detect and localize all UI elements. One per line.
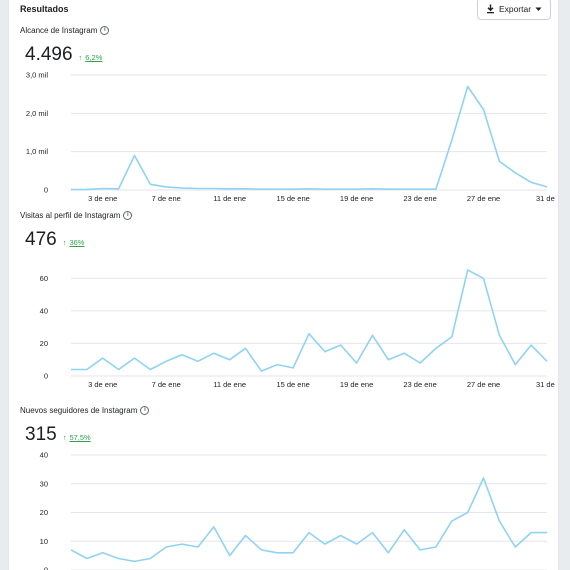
- y-tick-label: 2,0 mil: [26, 109, 48, 118]
- export-label: Exportar: [498, 4, 532, 14]
- series-line[interactable]: [70, 477, 547, 563]
- x-tick-label: 23 de ene: [403, 194, 436, 203]
- metric-title-new-followers: Nuevos seguidores de Instagram i: [20, 406, 150, 415]
- y-tick-label: 20: [40, 339, 48, 348]
- x-tick-label: 19 de ene: [340, 380, 373, 389]
- x-tick-label: 15 de ene: [276, 194, 309, 203]
- y-tick-label: 40: [40, 306, 48, 315]
- x-tick-label: 27 de ene: [467, 194, 500, 203]
- download-icon: [486, 4, 494, 14]
- metric-value: 4.496: [25, 44, 73, 65]
- delta-percent[interactable]: 57,5%: [69, 433, 91, 442]
- y-tick-label: 60: [40, 274, 48, 283]
- delta-badge: ↑ 36%: [63, 238, 85, 247]
- x-tick-label: 15 de ene: [276, 380, 309, 389]
- profile-visits-chart: 0 20 40 60 3 de ene 7 de ene 11 de ene 15 de en…: [40, 269, 555, 389]
- metric-title-profile-visits: Visitas al perfil de Instagram i: [20, 211, 133, 220]
- series-line[interactable]: [71, 269, 548, 372]
- metric-title-label: Visitas al perfil de Instagram: [20, 211, 121, 220]
- info-icon[interactable]: i: [123, 211, 133, 220]
- export-button[interactable]: Exportar: [477, 0, 551, 20]
- y-tick-label: 10: [40, 537, 48, 546]
- metric-title-reach: Alcance de Instagram i: [20, 26, 110, 35]
- delta-badge: ↑ 6,2%: [79, 53, 103, 62]
- x-tick-label: 3 de ene: [88, 380, 117, 389]
- arrow-up-icon: ↑: [62, 238, 67, 247]
- metric-value-new-followers: 315 ↑ 57,5%: [25, 424, 91, 446]
- metric-value: 476: [25, 229, 57, 250]
- delta-percent[interactable]: 36%: [69, 238, 85, 247]
- metric-value-profile-visits: 476 ↑ 36%: [25, 229, 84, 251]
- x-tick-label: 19 de ene: [340, 194, 373, 203]
- reach-chart: 0 1,0 mil 2,0 mil 3,0 mil 3 de ene 7 de ene 11…: [26, 71, 555, 204]
- info-icon[interactable]: i: [140, 406, 150, 415]
- x-tick-label: 27 de ene: [467, 380, 500, 389]
- metric-title-label: Alcance de Instagram: [20, 26, 98, 35]
- x-tick-label: 7 de ene: [152, 380, 181, 389]
- metric-value-reach: 4.496 ↑ 6,2%: [25, 44, 102, 66]
- x-tick-label: 11 de ene: [213, 194, 246, 203]
- info-icon[interactable]: i: [100, 26, 110, 35]
- y-tick-label: 0: [44, 186, 48, 195]
- x-tick-label: 23 de ene: [403, 380, 436, 389]
- delta-badge: ↑ 57,5%: [63, 433, 91, 442]
- y-tick-label: 20: [40, 508, 48, 517]
- arrow-up-icon: ↑: [62, 433, 67, 442]
- y-tick-label: 40: [40, 451, 48, 460]
- delta-percent[interactable]: 6,2%: [85, 53, 103, 62]
- y-tick-label: 1,0 mil: [26, 147, 48, 156]
- y-tick-label: 0: [44, 566, 48, 570]
- caret-down-icon: [535, 7, 542, 11]
- metric-title-label: Nuevos seguidores de Instagram: [20, 406, 138, 415]
- x-tick-label: 31 de: [536, 380, 555, 389]
- y-tick-label: 3,0 mil: [26, 71, 48, 80]
- x-tick-label: 7 de ene: [152, 194, 181, 203]
- metric-value: 315: [25, 424, 57, 445]
- section-title: Resultados: [20, 4, 69, 14]
- y-tick-label: 30: [40, 479, 48, 488]
- x-tick-label: 11 de ene: [213, 380, 246, 389]
- results-card: Resultados Exportar Alcance de Instagram…: [8, 0, 559, 570]
- arrow-up-icon: ↑: [78, 53, 83, 62]
- series-line[interactable]: [70, 85, 548, 191]
- y-tick-label: 0: [44, 372, 48, 381]
- new-followers-chart: 0 10 20 30 40: [40, 451, 547, 570]
- x-tick-label: 3 de ene: [88, 194, 117, 203]
- x-tick-label: 31 de: [536, 194, 555, 203]
